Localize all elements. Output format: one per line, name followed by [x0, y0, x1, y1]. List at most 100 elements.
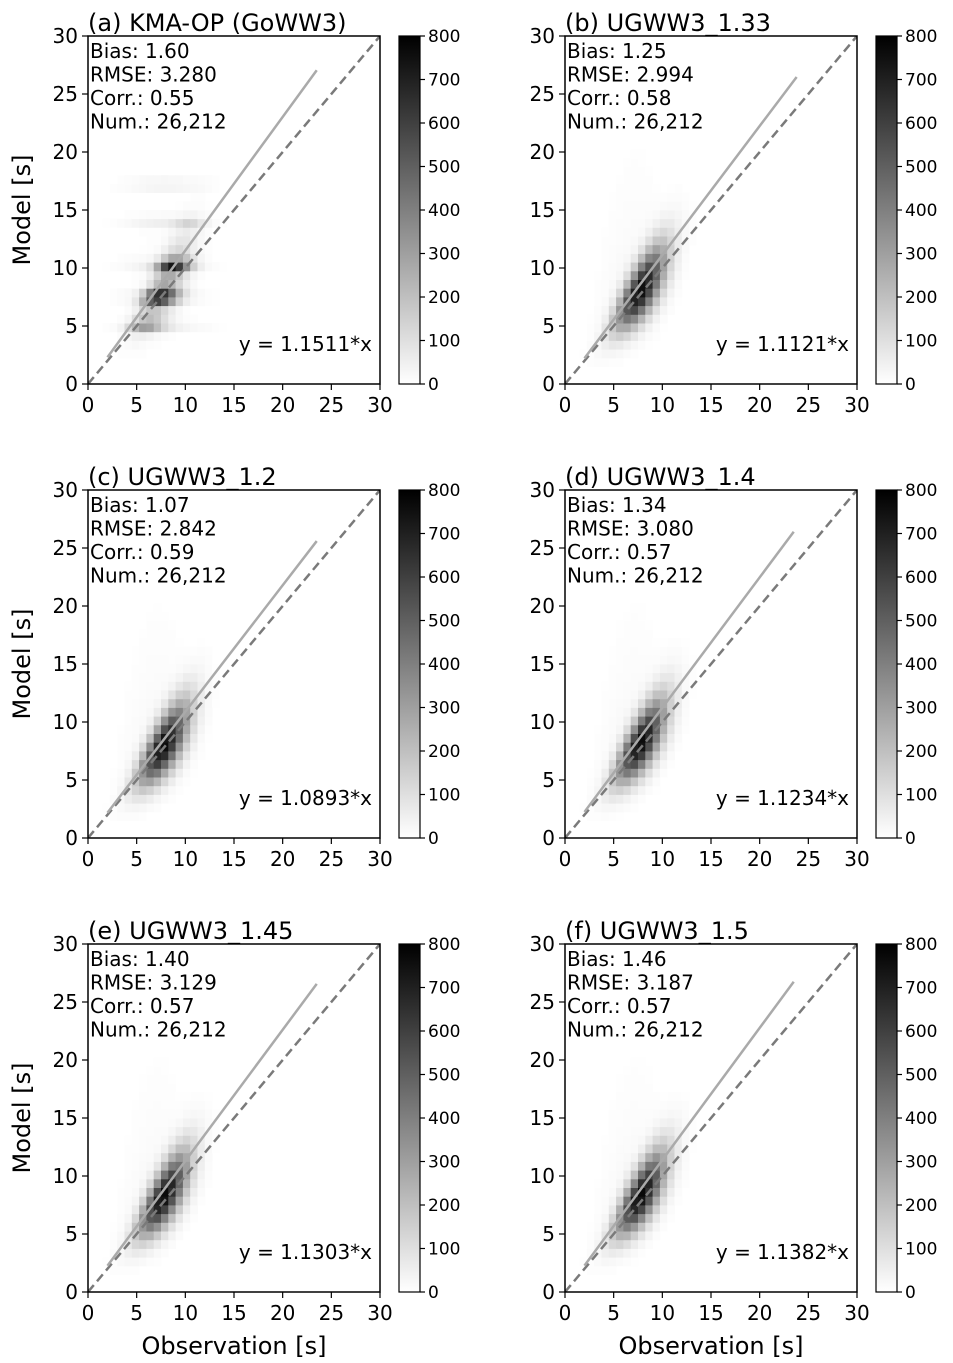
density-cell [630, 201, 639, 211]
colorbar-tick-label: 100 [905, 332, 937, 352]
density-cell [131, 655, 140, 665]
y-tick-label: 15 [530, 198, 555, 222]
density-cell [124, 1196, 133, 1206]
x-tick-label: 30 [367, 1301, 392, 1325]
density-cell [630, 218, 639, 228]
density-cell [652, 279, 661, 289]
density-cell [638, 305, 646, 315]
density-cell [630, 1239, 639, 1249]
density-cell [139, 698, 147, 708]
density-cell [630, 1118, 639, 1128]
density-cell [175, 733, 184, 743]
density-cell [638, 262, 646, 272]
density-cell [601, 751, 610, 761]
density-cell [645, 1170, 653, 1180]
density-cell [645, 707, 653, 717]
density-cell [139, 1109, 147, 1119]
density-cell [168, 175, 176, 185]
density-cell [681, 664, 690, 674]
density-cell [168, 1178, 176, 1188]
density-cell [674, 288, 683, 298]
density-cell [212, 1109, 220, 1119]
density-cell [131, 698, 140, 708]
density-cells [579, 149, 697, 367]
density-cell [601, 777, 610, 787]
density-cell [139, 672, 147, 682]
density-cell [623, 210, 632, 220]
density-cell [638, 1205, 646, 1215]
density-cell [182, 210, 191, 220]
density-cell [659, 1126, 668, 1136]
fit-equation: y = 1.1303*x [239, 1240, 372, 1264]
density-cell [652, 236, 661, 246]
density-cell [117, 785, 125, 795]
density-cell [175, 655, 184, 665]
density-cell [197, 690, 206, 700]
y-tick-label: 30 [530, 478, 555, 502]
density-cell [616, 1239, 624, 1249]
density-cell [212, 1144, 220, 1154]
density-cell [175, 1213, 184, 1223]
density-cell [579, 349, 588, 359]
density-cell [616, 803, 624, 813]
density-cell [139, 1152, 147, 1162]
density-cell [131, 279, 140, 289]
density-cell [182, 1100, 191, 1110]
density-cell [168, 297, 176, 307]
density-cell [594, 357, 602, 367]
density-cell [146, 227, 155, 237]
density-cell [161, 690, 169, 700]
density-cell [139, 183, 147, 193]
density-cell [168, 1074, 176, 1084]
colorbar-tick-label: 600 [428, 568, 460, 588]
density-cell [182, 183, 191, 193]
density-cell [652, 698, 661, 708]
density-cell [616, 1257, 624, 1267]
fit-equation: y = 1.0893*x [239, 786, 372, 810]
density-cell [638, 157, 646, 167]
density-cell [153, 218, 162, 228]
density-cell [153, 759, 162, 769]
density-cell [645, 1152, 653, 1162]
density-cell [681, 1091, 690, 1101]
density-cell [190, 664, 198, 674]
density-cell [681, 716, 690, 726]
density-cell [124, 1161, 133, 1171]
density-cell [594, 785, 602, 795]
density-cell [124, 759, 133, 769]
density-cell [579, 803, 588, 813]
density-cell [168, 1100, 176, 1110]
density-cell [645, 1091, 653, 1101]
density-cell [117, 759, 125, 769]
density-cell [190, 297, 198, 307]
x-tick-label: 0 [82, 393, 95, 417]
density-cell [197, 1109, 206, 1119]
density-cell [689, 655, 697, 665]
density-cell [616, 1109, 624, 1119]
stat-rmse: RMSE: 3.280 [90, 63, 217, 87]
density-cell [630, 1126, 639, 1136]
density-cell [623, 244, 632, 254]
density-cell [616, 1178, 624, 1188]
density-cell [689, 236, 697, 246]
density-cell [175, 218, 184, 228]
density-cell [594, 1231, 602, 1241]
density-cell [117, 349, 125, 359]
density-cell [638, 1248, 646, 1258]
colorbar [875, 943, 898, 1293]
density-cell [623, 733, 632, 743]
density-cell [153, 1126, 162, 1136]
y-axis-label: Model [s] [8, 155, 36, 266]
density-cell [153, 777, 162, 787]
density-cell [616, 244, 624, 254]
density-cell [161, 1118, 169, 1128]
density-cell [161, 707, 169, 717]
regression-line [583, 76, 798, 359]
density-cell [630, 1205, 639, 1215]
density-cell [616, 331, 624, 341]
density-cell [681, 270, 690, 280]
density-cell [659, 1205, 668, 1215]
density-cell [117, 288, 125, 298]
density-cell [630, 192, 639, 202]
density-cell [608, 340, 617, 350]
